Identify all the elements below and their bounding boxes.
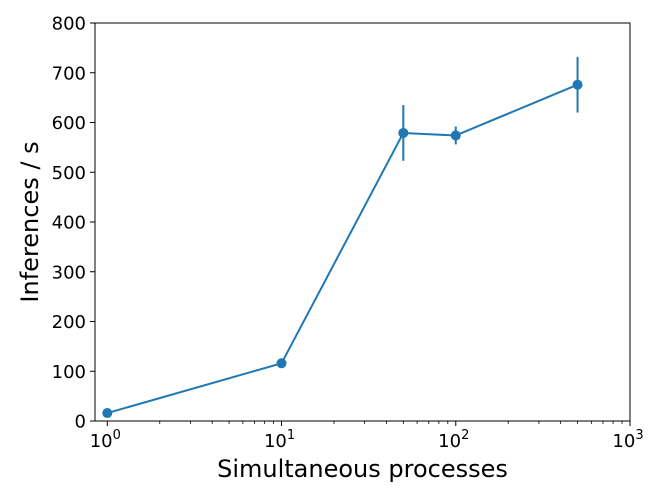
data-point [398,127,409,138]
y-axis-label: Inferences / s [16,141,44,302]
x-tick-label: 102 [438,428,469,452]
data-point [276,358,287,369]
y-tick-label: 300 [52,262,86,283]
y-tick-label: 700 [52,63,86,84]
x-axis-label: Simultaneous processes [217,455,508,483]
plot-frame [94,22,631,422]
data-point [102,408,113,419]
y-tick-label: 600 [52,113,86,134]
x-tick-label: 100 [90,428,121,452]
y-tick-label: 200 [52,312,86,333]
x-tick-label: 103 [612,428,643,452]
data-point [572,79,583,90]
y-tick-label: 100 [52,362,86,383]
y-tick-label: 400 [52,213,86,234]
data-point [450,130,461,141]
plot-area [102,56,583,419]
y-tick-label: 500 [52,163,86,184]
y-tick-label: 0 [75,412,86,433]
y-tick-label: 800 [52,14,86,35]
x-tick-label: 101 [264,428,295,452]
series-line [107,83,578,415]
